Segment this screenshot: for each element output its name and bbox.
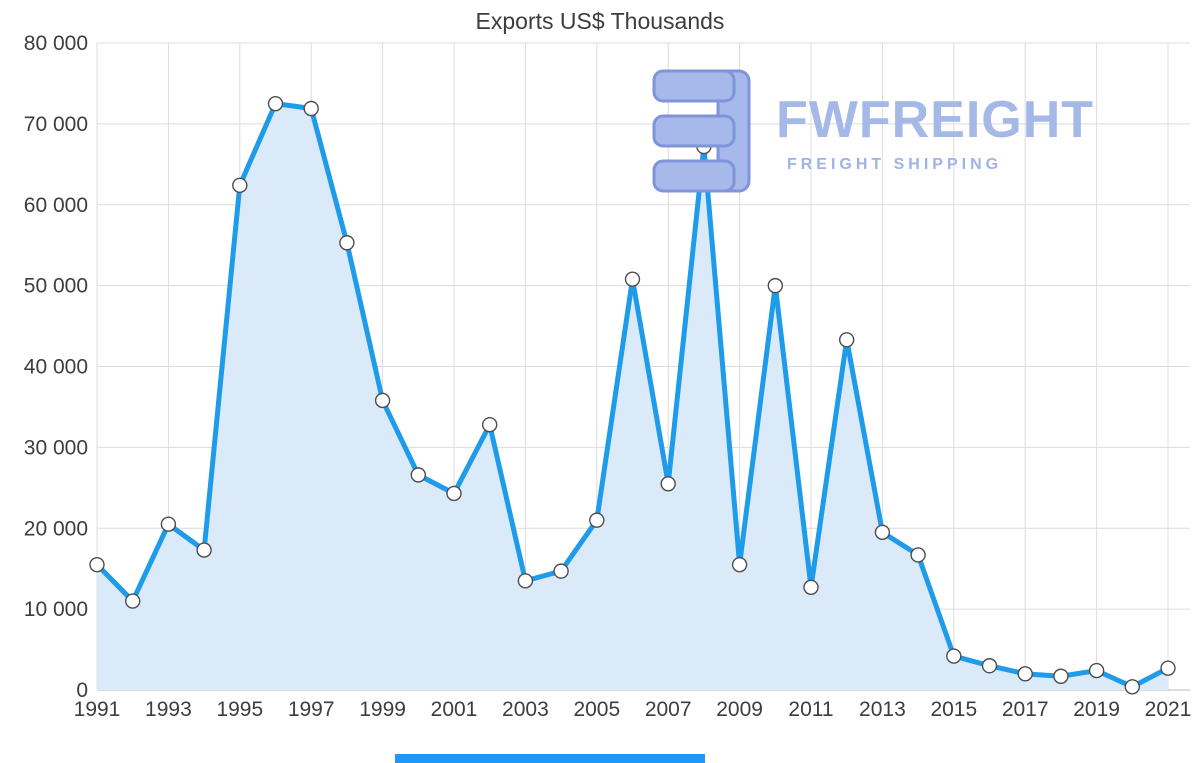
bottom-blue-strip <box>395 754 705 763</box>
svg-text:80 000: 80 000 <box>24 32 88 55</box>
svg-text:1999: 1999 <box>359 698 406 721</box>
svg-text:10 000: 10 000 <box>24 598 88 621</box>
svg-text:0: 0 <box>76 679 88 702</box>
svg-text:2019: 2019 <box>1073 698 1120 721</box>
svg-text:2015: 2015 <box>930 698 977 721</box>
svg-text:20 000: 20 000 <box>24 517 88 540</box>
svg-text:30 000: 30 000 <box>24 436 88 459</box>
svg-text:2007: 2007 <box>645 698 692 721</box>
svg-text:50 000: 50 000 <box>24 275 88 298</box>
chart-title: Exports US$ Thousands <box>475 8 725 34</box>
svg-text:2013: 2013 <box>859 698 906 721</box>
svg-text:1991: 1991 <box>74 698 121 721</box>
svg-text:2017: 2017 <box>1002 698 1049 721</box>
svg-text:40 000: 40 000 <box>24 356 88 379</box>
svg-text:2021: 2021 <box>1145 698 1192 721</box>
svg-text:60 000: 60 000 <box>24 194 88 217</box>
svg-text:70 000: 70 000 <box>24 113 88 136</box>
svg-text:2011: 2011 <box>788 698 833 721</box>
svg-text:2009: 2009 <box>716 698 763 721</box>
svg-text:1997: 1997 <box>288 698 335 721</box>
svg-text:1995: 1995 <box>216 698 263 721</box>
svg-text:2001: 2001 <box>431 698 478 721</box>
svg-text:1993: 1993 <box>145 698 192 721</box>
svg-text:2003: 2003 <box>502 698 549 721</box>
svg-text:2005: 2005 <box>573 698 620 721</box>
